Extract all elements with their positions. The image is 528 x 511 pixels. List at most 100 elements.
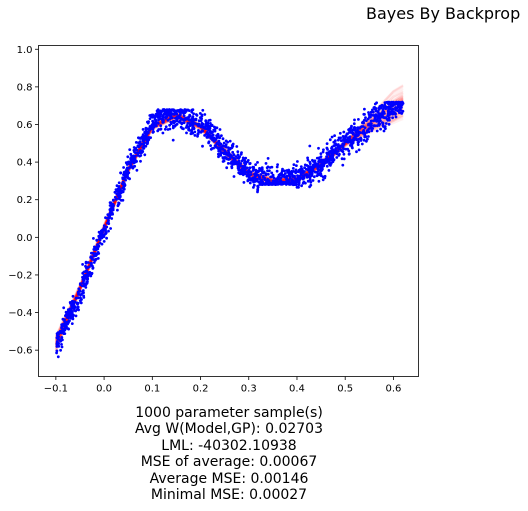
x-tick-label: 0.5: [337, 384, 353, 395]
data-point: [215, 142, 219, 146]
data-point: [377, 107, 381, 111]
data-point: [341, 163, 345, 167]
data-point: [89, 274, 93, 278]
data-point: [81, 263, 84, 266]
data-point: [144, 136, 148, 139]
data-point: [180, 117, 184, 121]
data-point: [396, 106, 399, 110]
data-point: [368, 115, 371, 119]
data-point: [174, 110, 177, 114]
data-point: [278, 182, 281, 186]
data-point: [225, 166, 229, 170]
data-point: [60, 329, 64, 333]
data-point: [275, 169, 279, 173]
data-point: [191, 108, 195, 112]
data-point: [384, 122, 388, 125]
data-point: [116, 204, 120, 208]
data-point: [118, 195, 122, 199]
data-point: [360, 142, 364, 146]
data-point: [130, 154, 134, 158]
data-point: [347, 140, 351, 144]
data-point: [362, 138, 366, 142]
data-point: [104, 216, 107, 220]
data-point: [157, 115, 161, 119]
data-point: [259, 173, 263, 176]
y-axis: −0.6 −0.4 −0.2 0.0 0.2 0.4 0.6 0.8 1.0: [8, 45, 39, 357]
data-point: [62, 332, 66, 335]
data-point: [88, 265, 91, 268]
data-point: [113, 190, 117, 194]
data-point: [338, 131, 342, 135]
data-point: [219, 152, 223, 156]
y-tick-label: −0.6: [8, 346, 32, 357]
stat-lml: LML: -40302.10938: [161, 437, 297, 454]
data-point: [110, 217, 114, 220]
data-point: [228, 139, 232, 143]
data-point: [106, 213, 110, 217]
data-point: [186, 121, 190, 125]
data-point: [196, 132, 200, 136]
data-point: [64, 314, 67, 318]
data-point: [370, 129, 374, 133]
data-point: [353, 118, 356, 122]
data-point: [382, 129, 386, 133]
data-point: [214, 138, 217, 142]
data-point: [208, 130, 212, 134]
data-point: [364, 116, 367, 119]
data-point: [396, 101, 399, 105]
data-point: [297, 185, 300, 189]
data-point: [379, 127, 382, 131]
data-point: [222, 144, 226, 148]
data-point: [169, 114, 173, 118]
data-point: [133, 150, 136, 154]
data-point: [136, 144, 140, 148]
data-point: [320, 165, 324, 169]
data-point: [148, 117, 152, 120]
data-point: [274, 177, 278, 181]
data-point: [101, 230, 104, 234]
data-point: [121, 198, 125, 202]
data-point: [317, 160, 320, 163]
data-point: [217, 152, 220, 156]
data-points: [55, 100, 405, 359]
data-point: [115, 198, 118, 201]
data-point: [157, 118, 160, 122]
data-point: [141, 127, 145, 131]
data-point: [340, 157, 344, 161]
data-point: [143, 130, 147, 134]
data-point: [143, 153, 147, 157]
data-point: [64, 326, 68, 330]
data-point: [359, 136, 363, 140]
data-point: [248, 162, 252, 165]
data-point: [373, 124, 377, 127]
data-point: [321, 178, 325, 182]
data-point: [100, 242, 104, 246]
data-point: [287, 168, 291, 172]
data-point: [308, 185, 311, 189]
data-point: [182, 114, 186, 118]
data-point: [388, 118, 391, 122]
data-point: [307, 166, 310, 170]
data-point: [270, 171, 274, 175]
data-point: [95, 252, 99, 256]
data-point: [197, 129, 200, 132]
data-point: [322, 158, 326, 162]
data-point: [204, 124, 208, 127]
data-point: [350, 124, 353, 128]
data-point: [266, 172, 270, 176]
data-point: [387, 116, 391, 119]
x-tick-label: 0.1: [144, 384, 160, 395]
data-point: [148, 125, 152, 128]
data-point: [386, 114, 390, 117]
data-point: [76, 305, 80, 309]
data-point: [325, 160, 329, 164]
data-point: [277, 175, 281, 179]
data-point: [178, 116, 181, 119]
data-point: [294, 170, 298, 174]
data-point: [159, 127, 163, 131]
data-point: [56, 341, 60, 344]
data-point: [58, 338, 61, 342]
data-point: [327, 152, 330, 156]
stat-samples: 1000 parameter sample(s): [135, 405, 323, 421]
data-point: [308, 160, 312, 164]
